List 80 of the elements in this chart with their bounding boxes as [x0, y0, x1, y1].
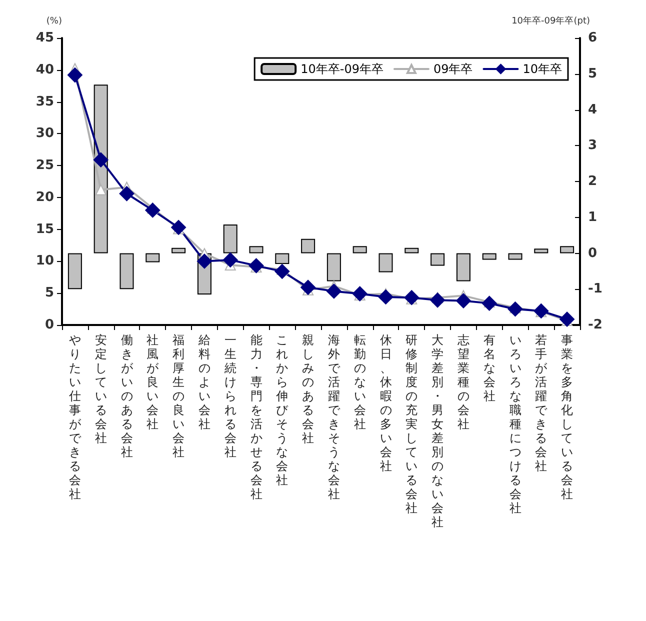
point	[482, 296, 497, 311]
bar	[534, 248, 548, 254]
point	[352, 286, 368, 302]
x-tick-label: 親しみのある会社	[302, 333, 314, 445]
category-label: 大学差別・男女差別のない会社	[432, 333, 444, 529]
point	[171, 220, 186, 235]
legend-label: 10年卒	[522, 62, 562, 76]
y-tick-label: 20	[36, 190, 54, 205]
category-label: 休日、休暇の多い会社	[380, 333, 392, 473]
point	[326, 284, 342, 299]
bar	[223, 224, 238, 254]
point	[119, 186, 134, 202]
y-tick-label: 40	[36, 62, 54, 78]
bar	[352, 246, 367, 254]
category-label: 一生続けられる会社	[224, 333, 236, 459]
y-axis-title: (%)	[46, 16, 62, 26]
y2-tick-label: 3	[588, 138, 598, 154]
y2-tick-label: 1	[588, 210, 598, 225]
category-label: 能力・専門を活かせる会社	[250, 333, 262, 501]
category-label: 若手が活躍できる会社	[535, 333, 548, 473]
x-tick-label: 有名な会社	[483, 333, 496, 403]
point	[430, 292, 446, 308]
y-tick-label: 30	[36, 126, 54, 142]
bar	[404, 248, 419, 254]
y2-tick-label: -1	[588, 282, 602, 297]
bar	[120, 253, 134, 290]
bar	[326, 253, 341, 282]
y-tick-label: 0	[44, 318, 54, 332]
bar	[456, 253, 470, 282]
point	[196, 254, 212, 269]
point	[560, 312, 575, 327]
x-tick-label: 志望業種の会社	[457, 333, 470, 431]
point	[274, 264, 290, 279]
bar	[482, 253, 496, 260]
category-label: やりたい仕事ができる会社	[68, 333, 81, 501]
category-label: 働きがいのある会社	[120, 333, 133, 459]
point	[508, 302, 523, 317]
bar	[68, 253, 82, 290]
point	[378, 289, 394, 304]
y-tick-label: 15	[36, 222, 54, 237]
y2-tick-label: 6	[588, 30, 598, 46]
point	[93, 152, 108, 168]
legend-label: 10年卒-09年卒	[300, 62, 384, 76]
y-tick-label: 45	[36, 30, 54, 46]
y-tick-label: 5	[44, 286, 54, 301]
bar	[508, 253, 522, 260]
bar	[146, 253, 160, 262]
y2-axis-title: 10年卒-09年卒(pt)	[512, 16, 590, 26]
bar	[249, 246, 264, 254]
bar	[378, 253, 393, 272]
category-label: これから伸びそうな会社	[276, 333, 288, 487]
point	[248, 258, 264, 274]
point	[404, 290, 420, 306]
point	[145, 202, 160, 218]
point	[67, 67, 82, 82]
y2-tick-label: 0	[588, 246, 598, 261]
point	[300, 280, 316, 295]
x-tick-label: 社風が良い会社	[146, 333, 160, 431]
category-label: 福利厚生の良い会社	[172, 333, 185, 459]
x-tick-label: 安定している会社	[94, 333, 107, 445]
legend-label: 09年卒	[433, 62, 473, 76]
category-label: いろいろな職種につける会社	[509, 333, 522, 515]
x-tick-label: 給料のよい会社	[197, 333, 210, 431]
category-label: 研修制度の充実している会社	[406, 333, 418, 515]
y2-tick-label: 2	[588, 174, 598, 189]
category-label: 海外で活躍できそうな会社	[328, 333, 340, 501]
y-tick-label: 10	[36, 254, 54, 269]
category-label: 事業を多角化している会社	[561, 333, 574, 501]
point	[222, 252, 238, 268]
y2-tick-label: 5	[588, 66, 598, 82]
y-tick-label: 25	[36, 158, 54, 174]
point	[95, 184, 106, 196]
point	[456, 293, 471, 308]
bar	[301, 238, 316, 254]
bar	[430, 253, 445, 266]
bar	[172, 248, 186, 254]
y2-tick-label: 4	[588, 102, 598, 118]
y-tick-label: 35	[36, 94, 54, 110]
y2-tick-label: -2	[588, 318, 602, 332]
x-tick-label: 転勤のない会社	[354, 333, 366, 431]
